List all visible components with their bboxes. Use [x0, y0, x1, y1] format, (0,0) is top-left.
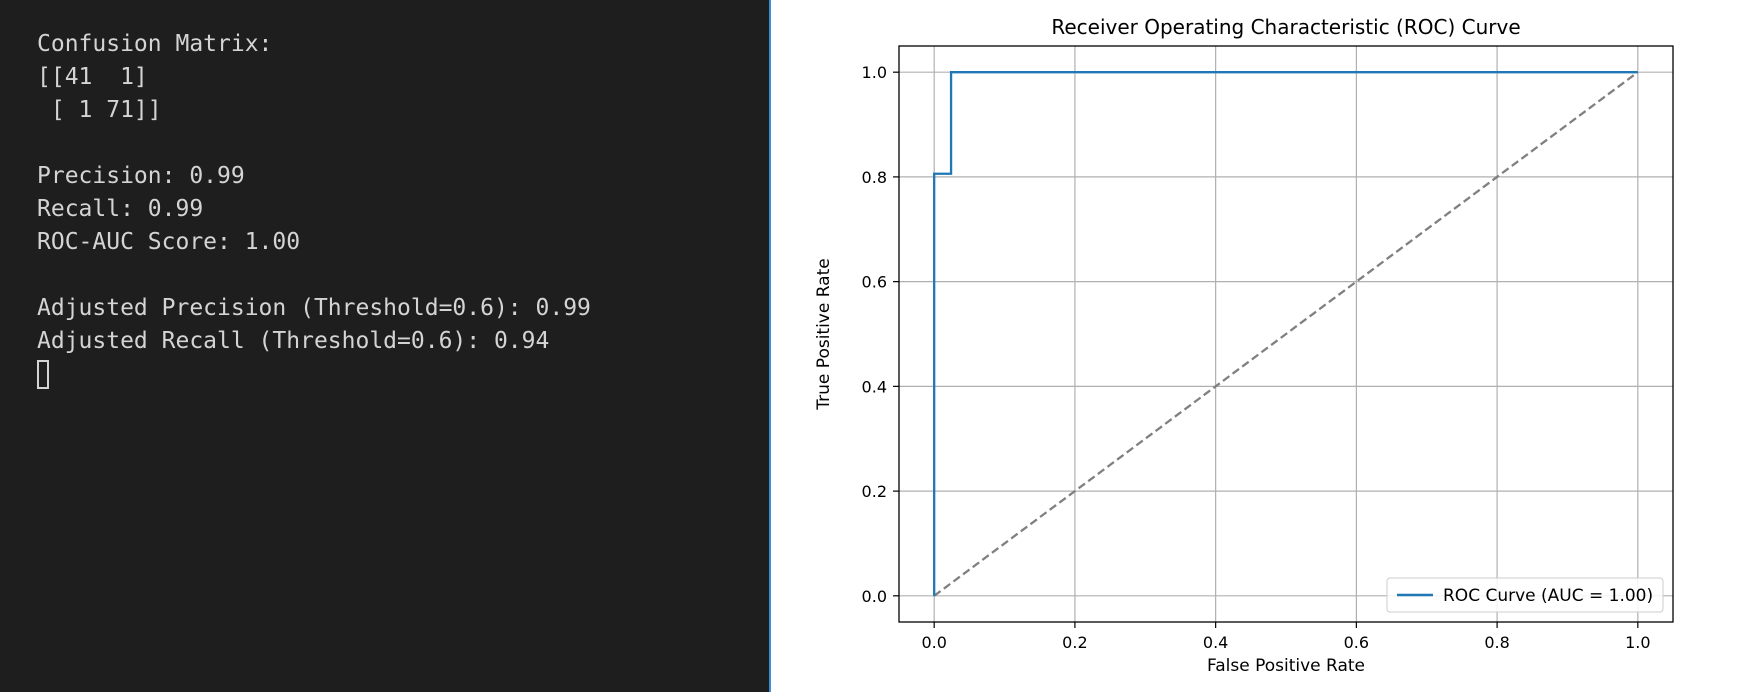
roc-chart: 0.0 0.2 0.4 0.6 0.8 1.0 0.0 0.2 0.4 0.6 0.8 1.0 Rec… — [814, 15, 1674, 676]
x-tick-label: 0.8 — [1484, 633, 1509, 652]
terminal-line: ROC-AUC Score: 1.00 — [37, 229, 301, 255]
series-lines — [933, 71, 1639, 597]
terminal-line: Precision: 0.99 — [37, 163, 245, 189]
diagonal-reference-line — [933, 71, 1639, 597]
x-tick-label: 0.4 — [1203, 633, 1228, 652]
legend: ROC Curve (AUC = 1.00) — [1386, 577, 1664, 613]
terminal-line — [37, 127, 591, 160]
terminal-cursor-line — [37, 358, 591, 391]
terminal-lines: Confusion Matrix: [[41 1] [ 1 71]] Preci… — [37, 28, 591, 391]
y-tick-label: 0.8 — [862, 168, 887, 187]
terminal-line: Recall: 0.99 — [37, 196, 204, 222]
y-axis-label: True Positive Rate — [814, 258, 834, 410]
chart-title: Receiver Operating Characteristic (ROC) … — [1051, 15, 1520, 39]
y-tick-label: 0.4 — [862, 377, 887, 396]
roc-plot-panel: 0.0 0.2 0.4 0.6 0.8 1.0 0.0 0.2 0.4 0.6 0.8 1.0 Rec… — [773, 0, 1743, 692]
y-tick-label: 1.0 — [862, 63, 887, 82]
terminal-cursor[interactable] — [37, 360, 49, 389]
x-tick-label: 0.2 — [1062, 633, 1087, 652]
x-tick-label: 1.0 — [1625, 633, 1650, 652]
x-axis-label: False Positive Rate — [1207, 656, 1365, 676]
terminal-line: Confusion Matrix: — [37, 31, 273, 57]
y-tick-label: 0.6 — [862, 273, 887, 292]
legend-box — [1386, 577, 1664, 613]
terminal-output-panel[interactable]: Confusion Matrix: [[41 1] [ 1 71]] Preci… — [0, 0, 771, 692]
legend-label: ROC Curve (AUC = 1.00) — [1443, 586, 1653, 606]
y-tick-label: 0.2 — [862, 482, 887, 501]
terminal-line: [ 1 71]] — [37, 97, 162, 123]
x-tick-label: 0.6 — [1344, 633, 1369, 652]
roc-curve-line — [933, 71, 1638, 596]
terminal-line: [[41 1] — [37, 64, 148, 90]
terminal-line: Adjusted Recall (Threshold=0.6): 0.94 — [37, 328, 550, 354]
y-tick-label: 0.0 — [862, 587, 887, 606]
ticks: 0.0 0.2 0.4 0.6 0.8 1.0 0.0 0.2 0.4 0.6 0.8 1.0 — [862, 63, 1651, 652]
terminal-line — [37, 259, 591, 292]
terminal-line: Adjusted Precision (Threshold=0.6): 0.99 — [37, 295, 591, 321]
x-tick-label: 0.0 — [921, 633, 946, 652]
axes-frame — [898, 45, 1674, 623]
